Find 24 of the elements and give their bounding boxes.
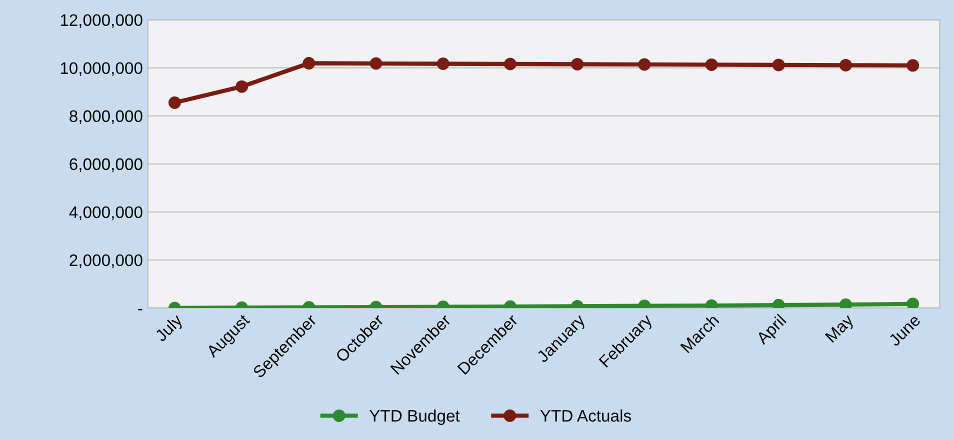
point [906,59,920,72]
point [772,58,785,72]
x-tick-label: July [154,312,186,345]
point [571,58,584,70]
point [705,58,718,71]
y-tick-label: 8,000,000 [70,110,142,124]
point [839,58,852,72]
legend-label: YTD Budget [369,409,460,425]
legend-label: YTD Actuals [540,409,631,422]
y-tick-label: 6,000,000 [70,158,142,172]
y-tick-label: - [138,308,142,310]
y-tick-label: 4,000,000 [69,206,142,220]
x-tick-label: May [824,313,857,346]
point [436,58,450,70]
point [168,96,181,109]
point [370,57,382,70]
y-tick-label: 12,000,000 [60,14,142,28]
y-tick-label: 10,000,000 [60,62,142,76]
point [638,58,651,71]
point [236,80,248,93]
point [504,58,516,70]
point [302,57,316,70]
y-tick-label: 2,000,000 [70,254,142,268]
point [906,298,920,308]
